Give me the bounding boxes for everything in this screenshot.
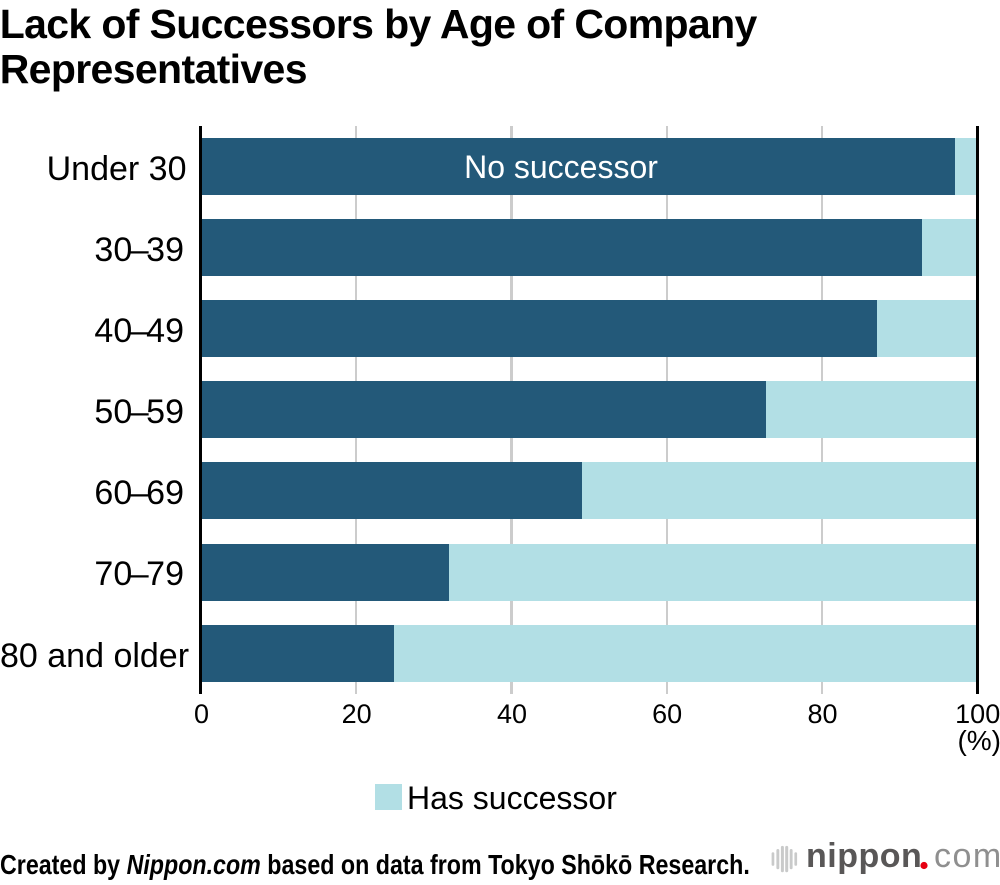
svg-text:nippon: nippon [806, 837, 922, 875]
svg-text:com: com [934, 837, 1000, 875]
